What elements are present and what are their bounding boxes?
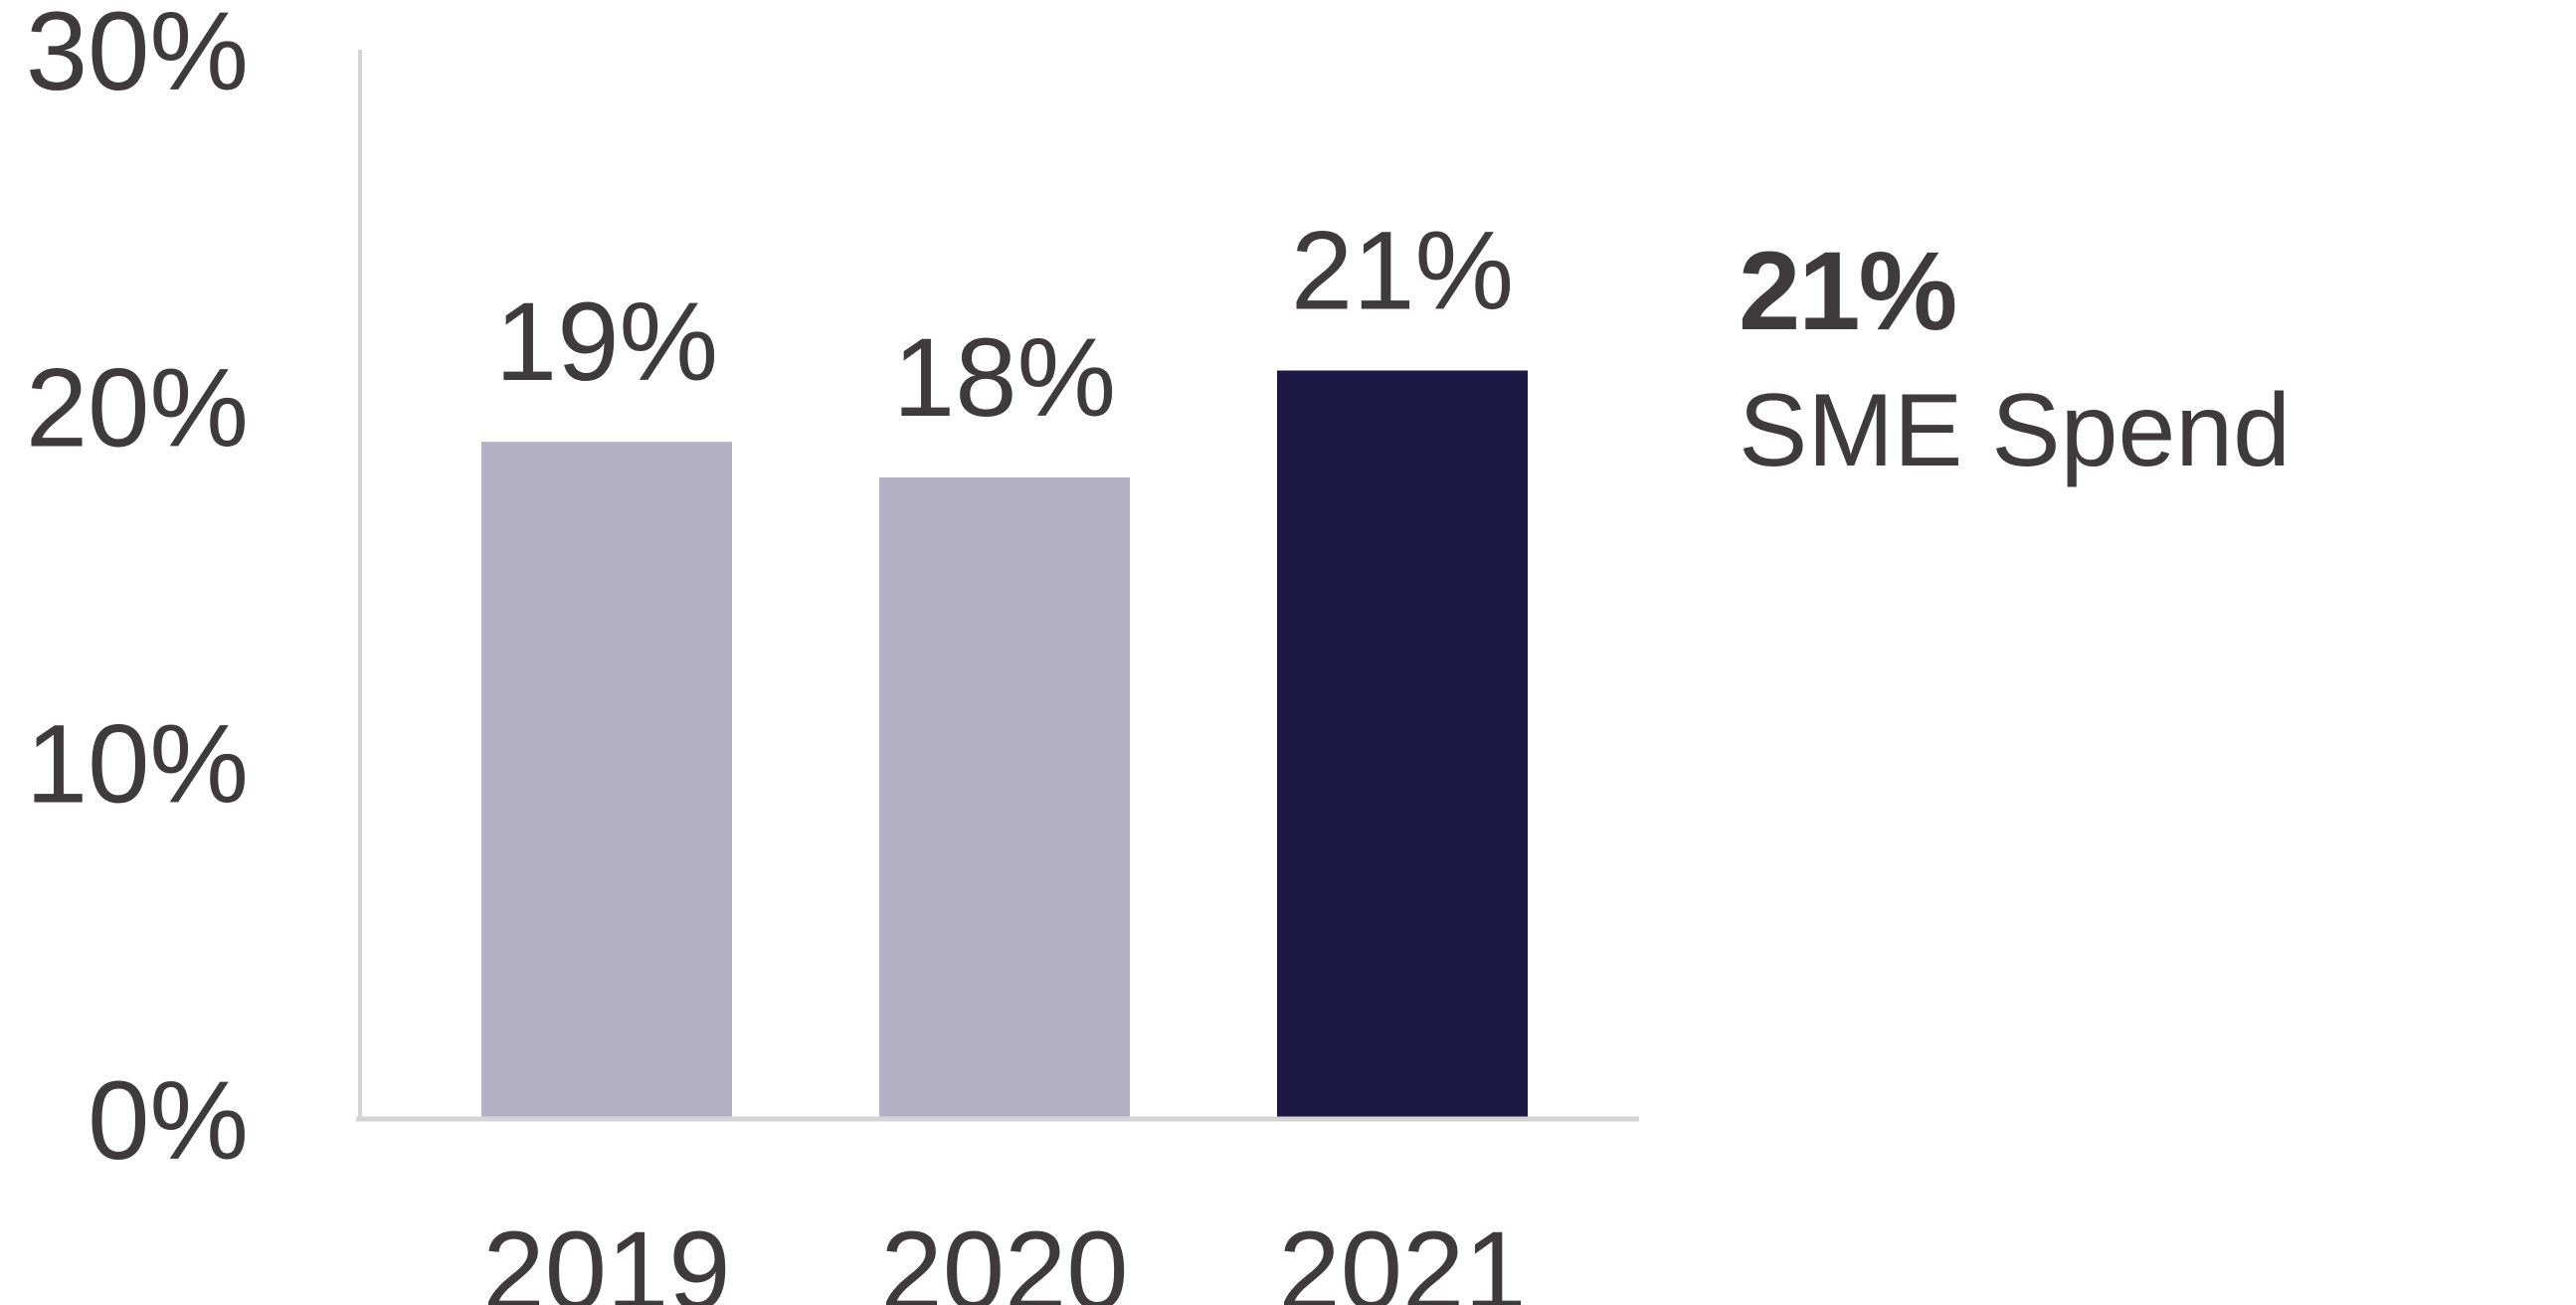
y-tick-label: 20% (26, 345, 249, 469)
value-labels: 19% 18% 21% (495, 209, 1514, 441)
bar-2021 (1277, 370, 1528, 1119)
bar-2020 (879, 477, 1130, 1119)
y-axis-ticks: 0% 10% 20% 30% (26, 0, 249, 1183)
data-label-2021: 21% (1291, 209, 1514, 333)
x-tick-label-2021: 2021 (1278, 1209, 1526, 1305)
y-tick-label: 30% (26, 0, 249, 113)
data-label-2019: 19% (495, 280, 718, 404)
callout-value: 21% (1739, 229, 1957, 353)
x-tick-label-2019: 2019 (482, 1209, 730, 1305)
y-tick-label: 0% (88, 1058, 249, 1183)
data-label-2020: 18% (893, 315, 1116, 440)
highlight-callout: 21% SME Spend (1739, 227, 2291, 505)
x-axis-labels: 2019 2020 2021 (482, 1209, 1526, 1305)
bar-2019 (481, 442, 732, 1120)
callout-label: SME Spend (1739, 373, 2291, 488)
x-tick-label-2020: 2020 (880, 1209, 1128, 1305)
bars (481, 370, 1528, 1120)
y-tick-label: 10% (26, 702, 249, 827)
